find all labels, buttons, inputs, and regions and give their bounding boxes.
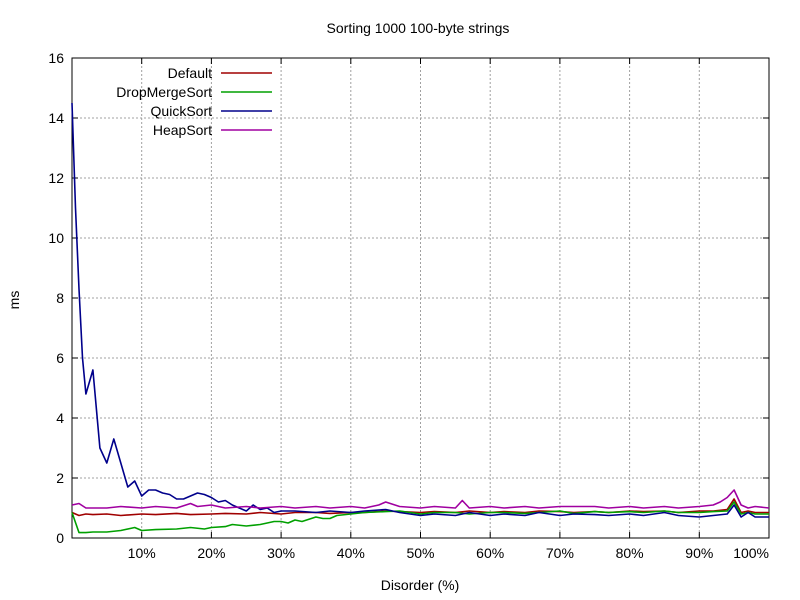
legend-label-default: Default	[168, 65, 212, 81]
y-axis-label: ms	[6, 291, 22, 310]
x-tick-label: 10%	[128, 545, 156, 561]
legend-label-quicksort: QuickSort	[151, 103, 213, 119]
series-line-quicksort	[71, 102, 769, 518]
y-tick-label: 2	[56, 470, 64, 486]
y-tick-label: 8	[56, 290, 64, 306]
x-tick-label: 80%	[616, 545, 644, 561]
y-tick-label: 0	[56, 530, 64, 546]
x-tick-label: 100%	[733, 545, 769, 561]
legend-label-heapsort: HeapSort	[153, 122, 212, 138]
grid	[72, 58, 769, 538]
x-tick-label: 20%	[197, 545, 225, 561]
x-tick-label: 70%	[546, 545, 574, 561]
chart-title: Sorting 1000 100-byte strings	[327, 20, 510, 36]
x-axis-ticks: 10% 20% 30% 40% 50% 60% 70% 80% 90% 100%	[128, 58, 770, 561]
y-tick-label: 6	[56, 350, 64, 366]
series-lines	[71, 102, 770, 534]
legend-label-dropmergesort: DropMergeSort	[116, 84, 212, 100]
x-tick-label: 50%	[406, 545, 434, 561]
series-line-dropmergesort	[71, 501, 769, 534]
x-tick-label: 30%	[267, 545, 295, 561]
y-tick-label: 4	[56, 410, 64, 426]
y-axis-ticks: 0 2 4 6 8 10 12 14 16	[48, 50, 769, 546]
legend: Default DropMergeSort QuickSort HeapSort	[116, 65, 272, 138]
x-tick-label: 60%	[476, 545, 504, 561]
x-axis-label: Disorder (%)	[381, 577, 460, 593]
y-tick-label: 14	[48, 110, 64, 126]
y-tick-label: 12	[48, 170, 64, 186]
y-tick-label: 10	[48, 230, 64, 246]
series-line-heapsort	[71, 489, 770, 509]
x-tick-label: 40%	[337, 545, 365, 561]
x-tick-label: 90%	[685, 545, 713, 561]
y-tick-label: 16	[48, 50, 64, 66]
